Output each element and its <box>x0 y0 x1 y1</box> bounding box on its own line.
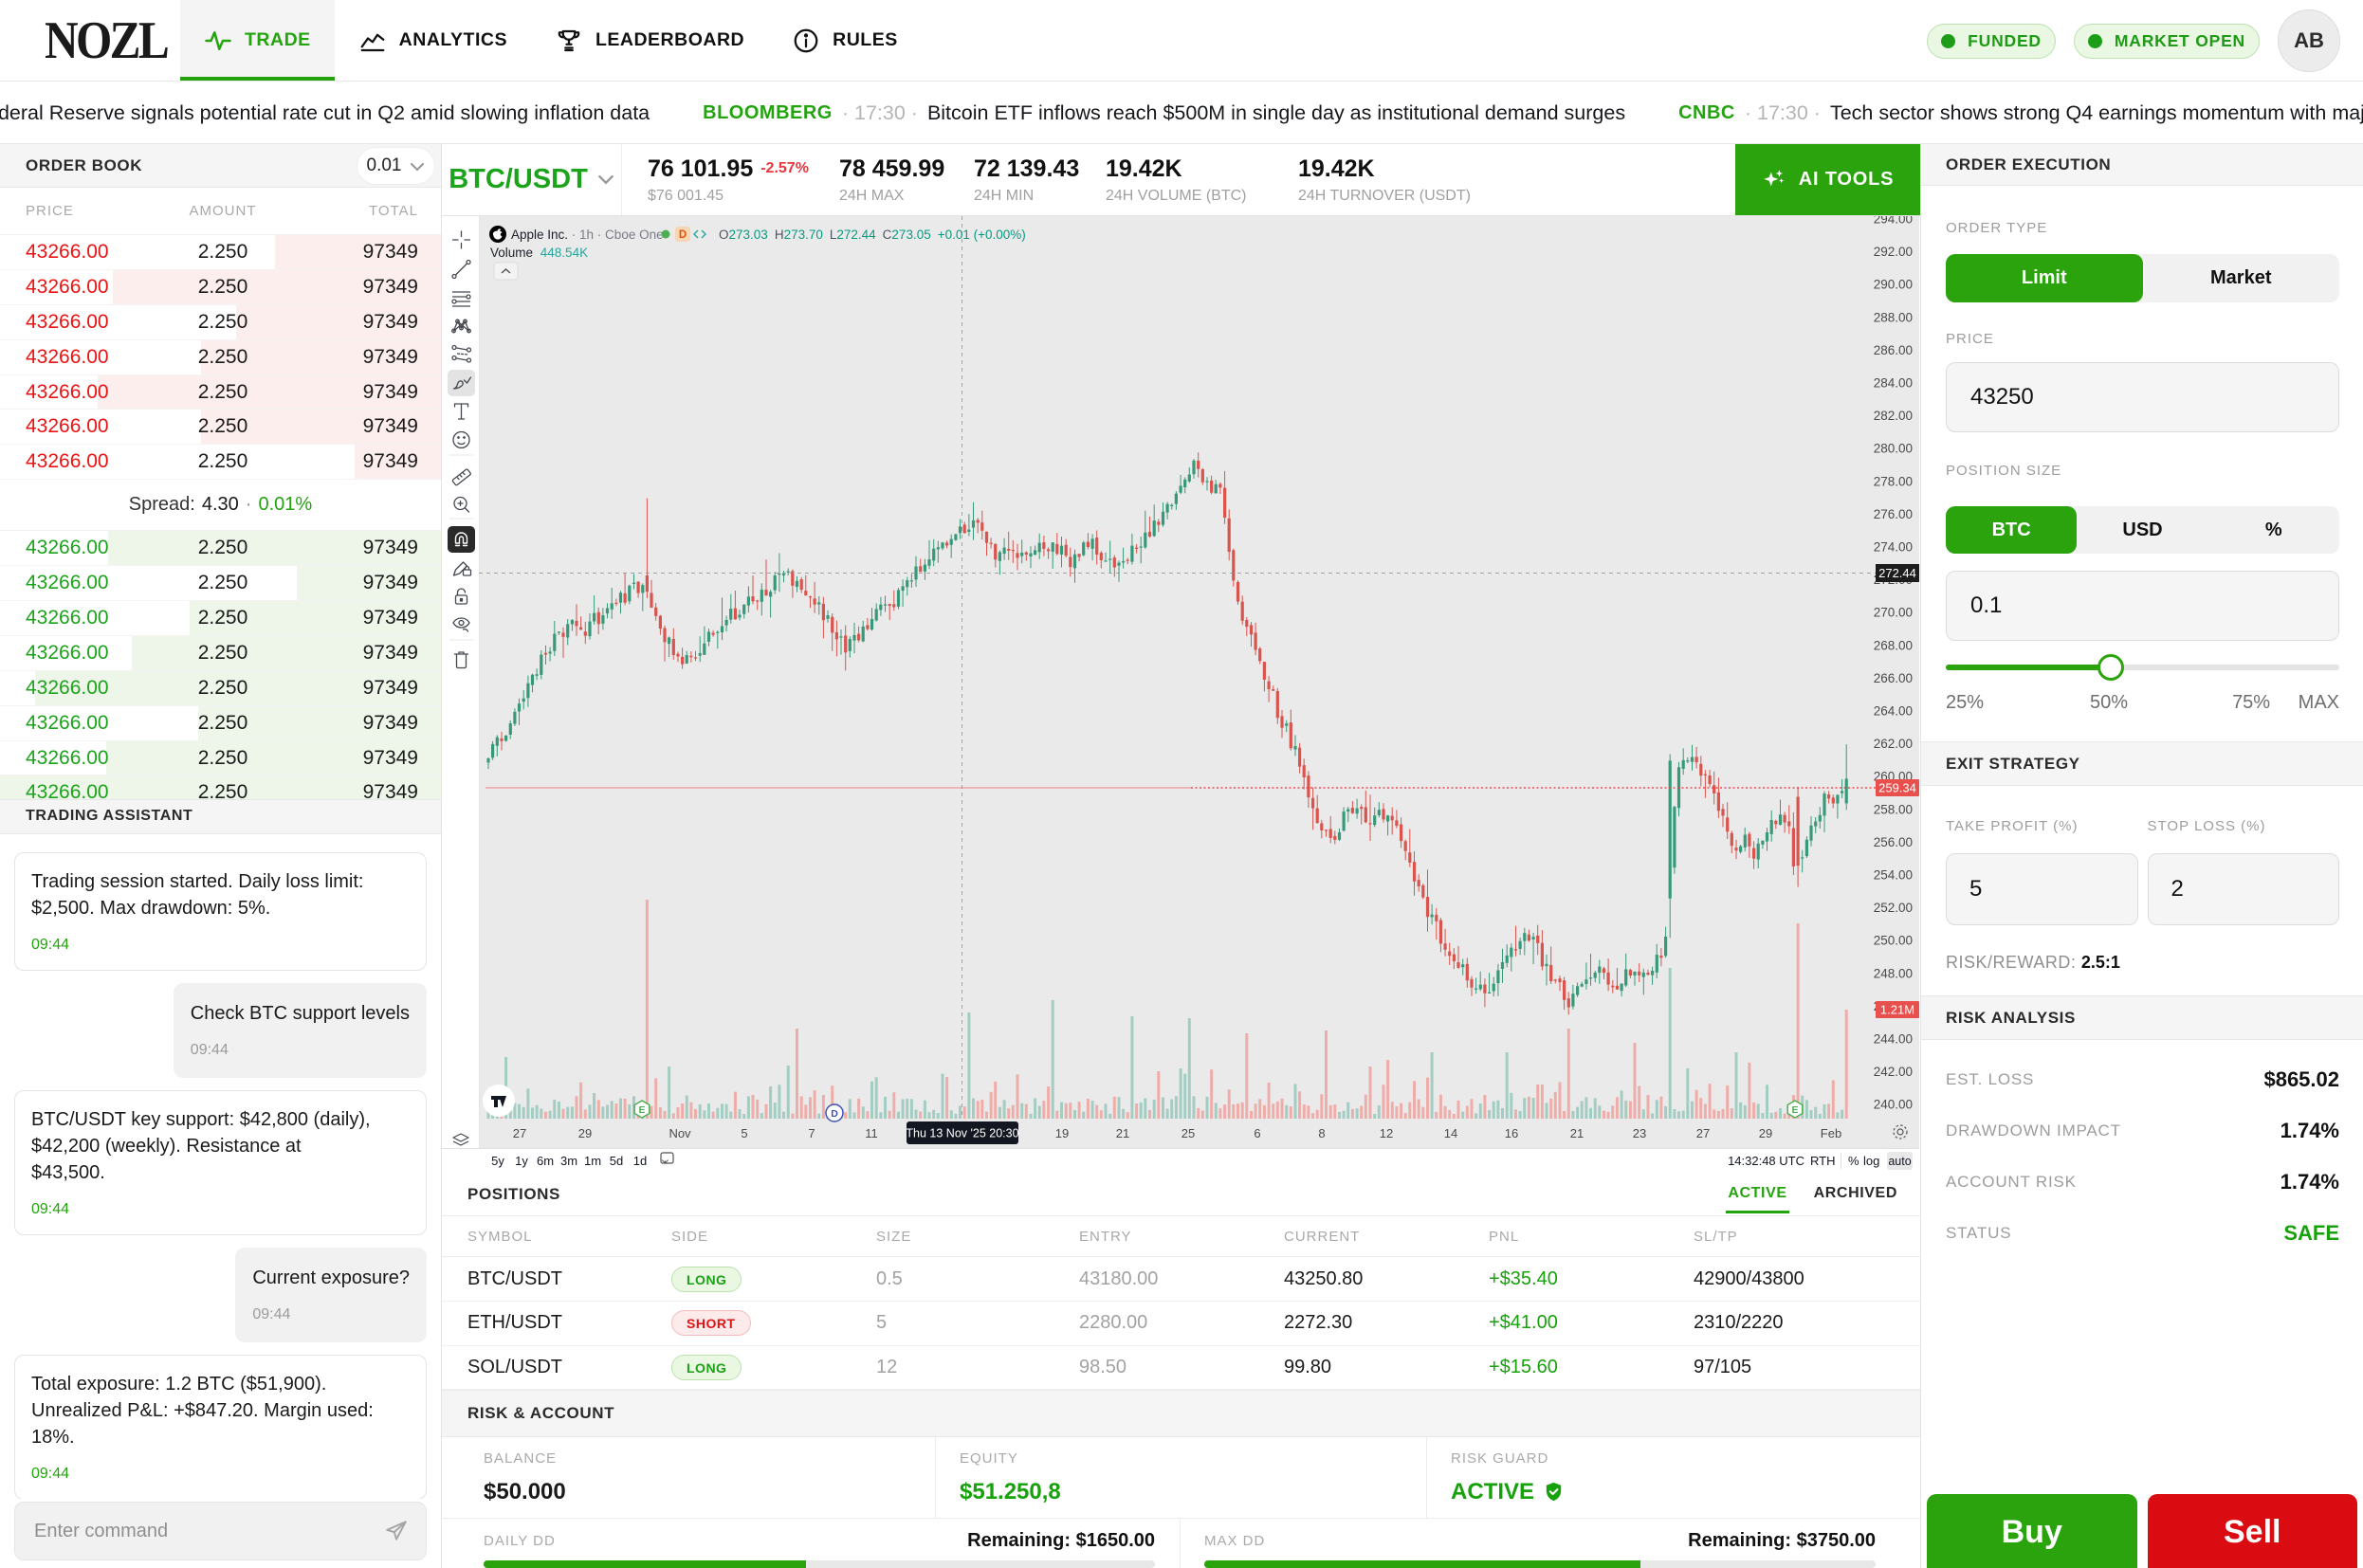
svg-text:19: 19 <box>1055 1126 1069 1140</box>
svg-text:Apple Inc. · 1h · Cboe One: Apple Inc. · 1h · Cboe One <box>511 228 664 242</box>
svg-text:292.00: 292.00 <box>1874 245 1913 259</box>
svg-text:254.00: 254.00 <box>1874 868 1913 883</box>
svg-text:280.00: 280.00 <box>1874 442 1913 456</box>
svg-text:5d: 5d <box>610 1154 623 1168</box>
svg-text:auto: auto <box>1888 1155 1911 1168</box>
svg-text:5: 5 <box>741 1126 747 1140</box>
svg-text:258.00: 258.00 <box>1874 803 1913 817</box>
svg-text:11: 11 <box>865 1126 878 1140</box>
svg-text:29: 29 <box>1759 1126 1772 1140</box>
svg-text:E: E <box>638 1104 645 1116</box>
svg-text:262.00: 262.00 <box>1874 737 1913 751</box>
svg-text:252.00: 252.00 <box>1874 901 1913 915</box>
svg-text:242.00: 242.00 <box>1874 1065 1913 1079</box>
svg-text:14: 14 <box>1444 1126 1457 1140</box>
svg-text:248.00: 248.00 <box>1874 967 1913 981</box>
svg-text:E: E <box>1791 1104 1798 1116</box>
svg-text:256.00: 256.00 <box>1874 835 1913 849</box>
svg-text:6m: 6m <box>537 1154 554 1168</box>
svg-text:21: 21 <box>1570 1126 1584 1140</box>
svg-text:5y: 5y <box>491 1154 504 1168</box>
svg-text:288.00: 288.00 <box>1874 311 1913 325</box>
svg-text:274.00: 274.00 <box>1874 540 1913 555</box>
svg-text:266.00: 266.00 <box>1874 671 1913 685</box>
svg-text:23: 23 <box>1633 1126 1646 1140</box>
svg-text:282.00: 282.00 <box>1874 409 1913 423</box>
svg-text:7: 7 <box>808 1126 815 1140</box>
svg-text:1m: 1m <box>584 1154 601 1168</box>
svg-text:3m: 3m <box>560 1154 577 1168</box>
svg-text:12: 12 <box>1380 1126 1393 1140</box>
svg-text:27: 27 <box>1696 1126 1710 1140</box>
svg-text:264.00: 264.00 <box>1874 704 1913 719</box>
svg-text:%: % <box>1848 1154 1859 1168</box>
svg-text:270.00: 270.00 <box>1874 606 1913 620</box>
svg-text:8: 8 <box>1318 1126 1325 1140</box>
svg-text:268.00: 268.00 <box>1874 639 1913 653</box>
svg-text:272.44: 272.44 <box>1878 566 1916 580</box>
svg-text:D: D <box>831 1108 838 1120</box>
svg-text:276.00: 276.00 <box>1874 507 1913 521</box>
svg-text:1y: 1y <box>515 1154 528 1168</box>
svg-text:1d: 1d <box>633 1154 647 1168</box>
svg-text:25: 25 <box>1182 1126 1195 1140</box>
svg-text:29: 29 <box>578 1126 592 1140</box>
svg-text:259.34: 259.34 <box>1878 781 1916 795</box>
svg-text:27: 27 <box>513 1126 526 1140</box>
svg-text:286.00: 286.00 <box>1874 343 1913 357</box>
svg-text:Nov: Nov <box>669 1126 691 1140</box>
svg-text:244.00: 244.00 <box>1874 1032 1913 1047</box>
svg-text:D: D <box>679 229 687 241</box>
svg-text:250.00: 250.00 <box>1874 934 1913 948</box>
svg-text:290.00: 290.00 <box>1874 278 1913 292</box>
svg-text:log: log <box>1863 1154 1879 1168</box>
svg-text:16: 16 <box>1505 1126 1518 1140</box>
svg-text:240.00: 240.00 <box>1874 1098 1913 1112</box>
svg-text:Thu 13 Nov '25 20:30: Thu 13 Nov '25 20:30 <box>906 1127 1018 1140</box>
svg-text:284.00: 284.00 <box>1874 376 1913 391</box>
svg-text:RTH: RTH <box>1810 1154 1835 1168</box>
svg-text:6: 6 <box>1254 1126 1260 1140</box>
svg-text:14:32:48 UTC: 14:32:48 UTC <box>1728 1154 1804 1168</box>
svg-text:1.21M: 1.21M <box>1880 1003 1914 1017</box>
svg-text:294.00: 294.00 <box>1874 216 1913 227</box>
svg-text:278.00: 278.00 <box>1874 475 1913 489</box>
svg-text:Feb: Feb <box>1821 1126 1841 1140</box>
svg-text:21: 21 <box>1116 1126 1129 1140</box>
